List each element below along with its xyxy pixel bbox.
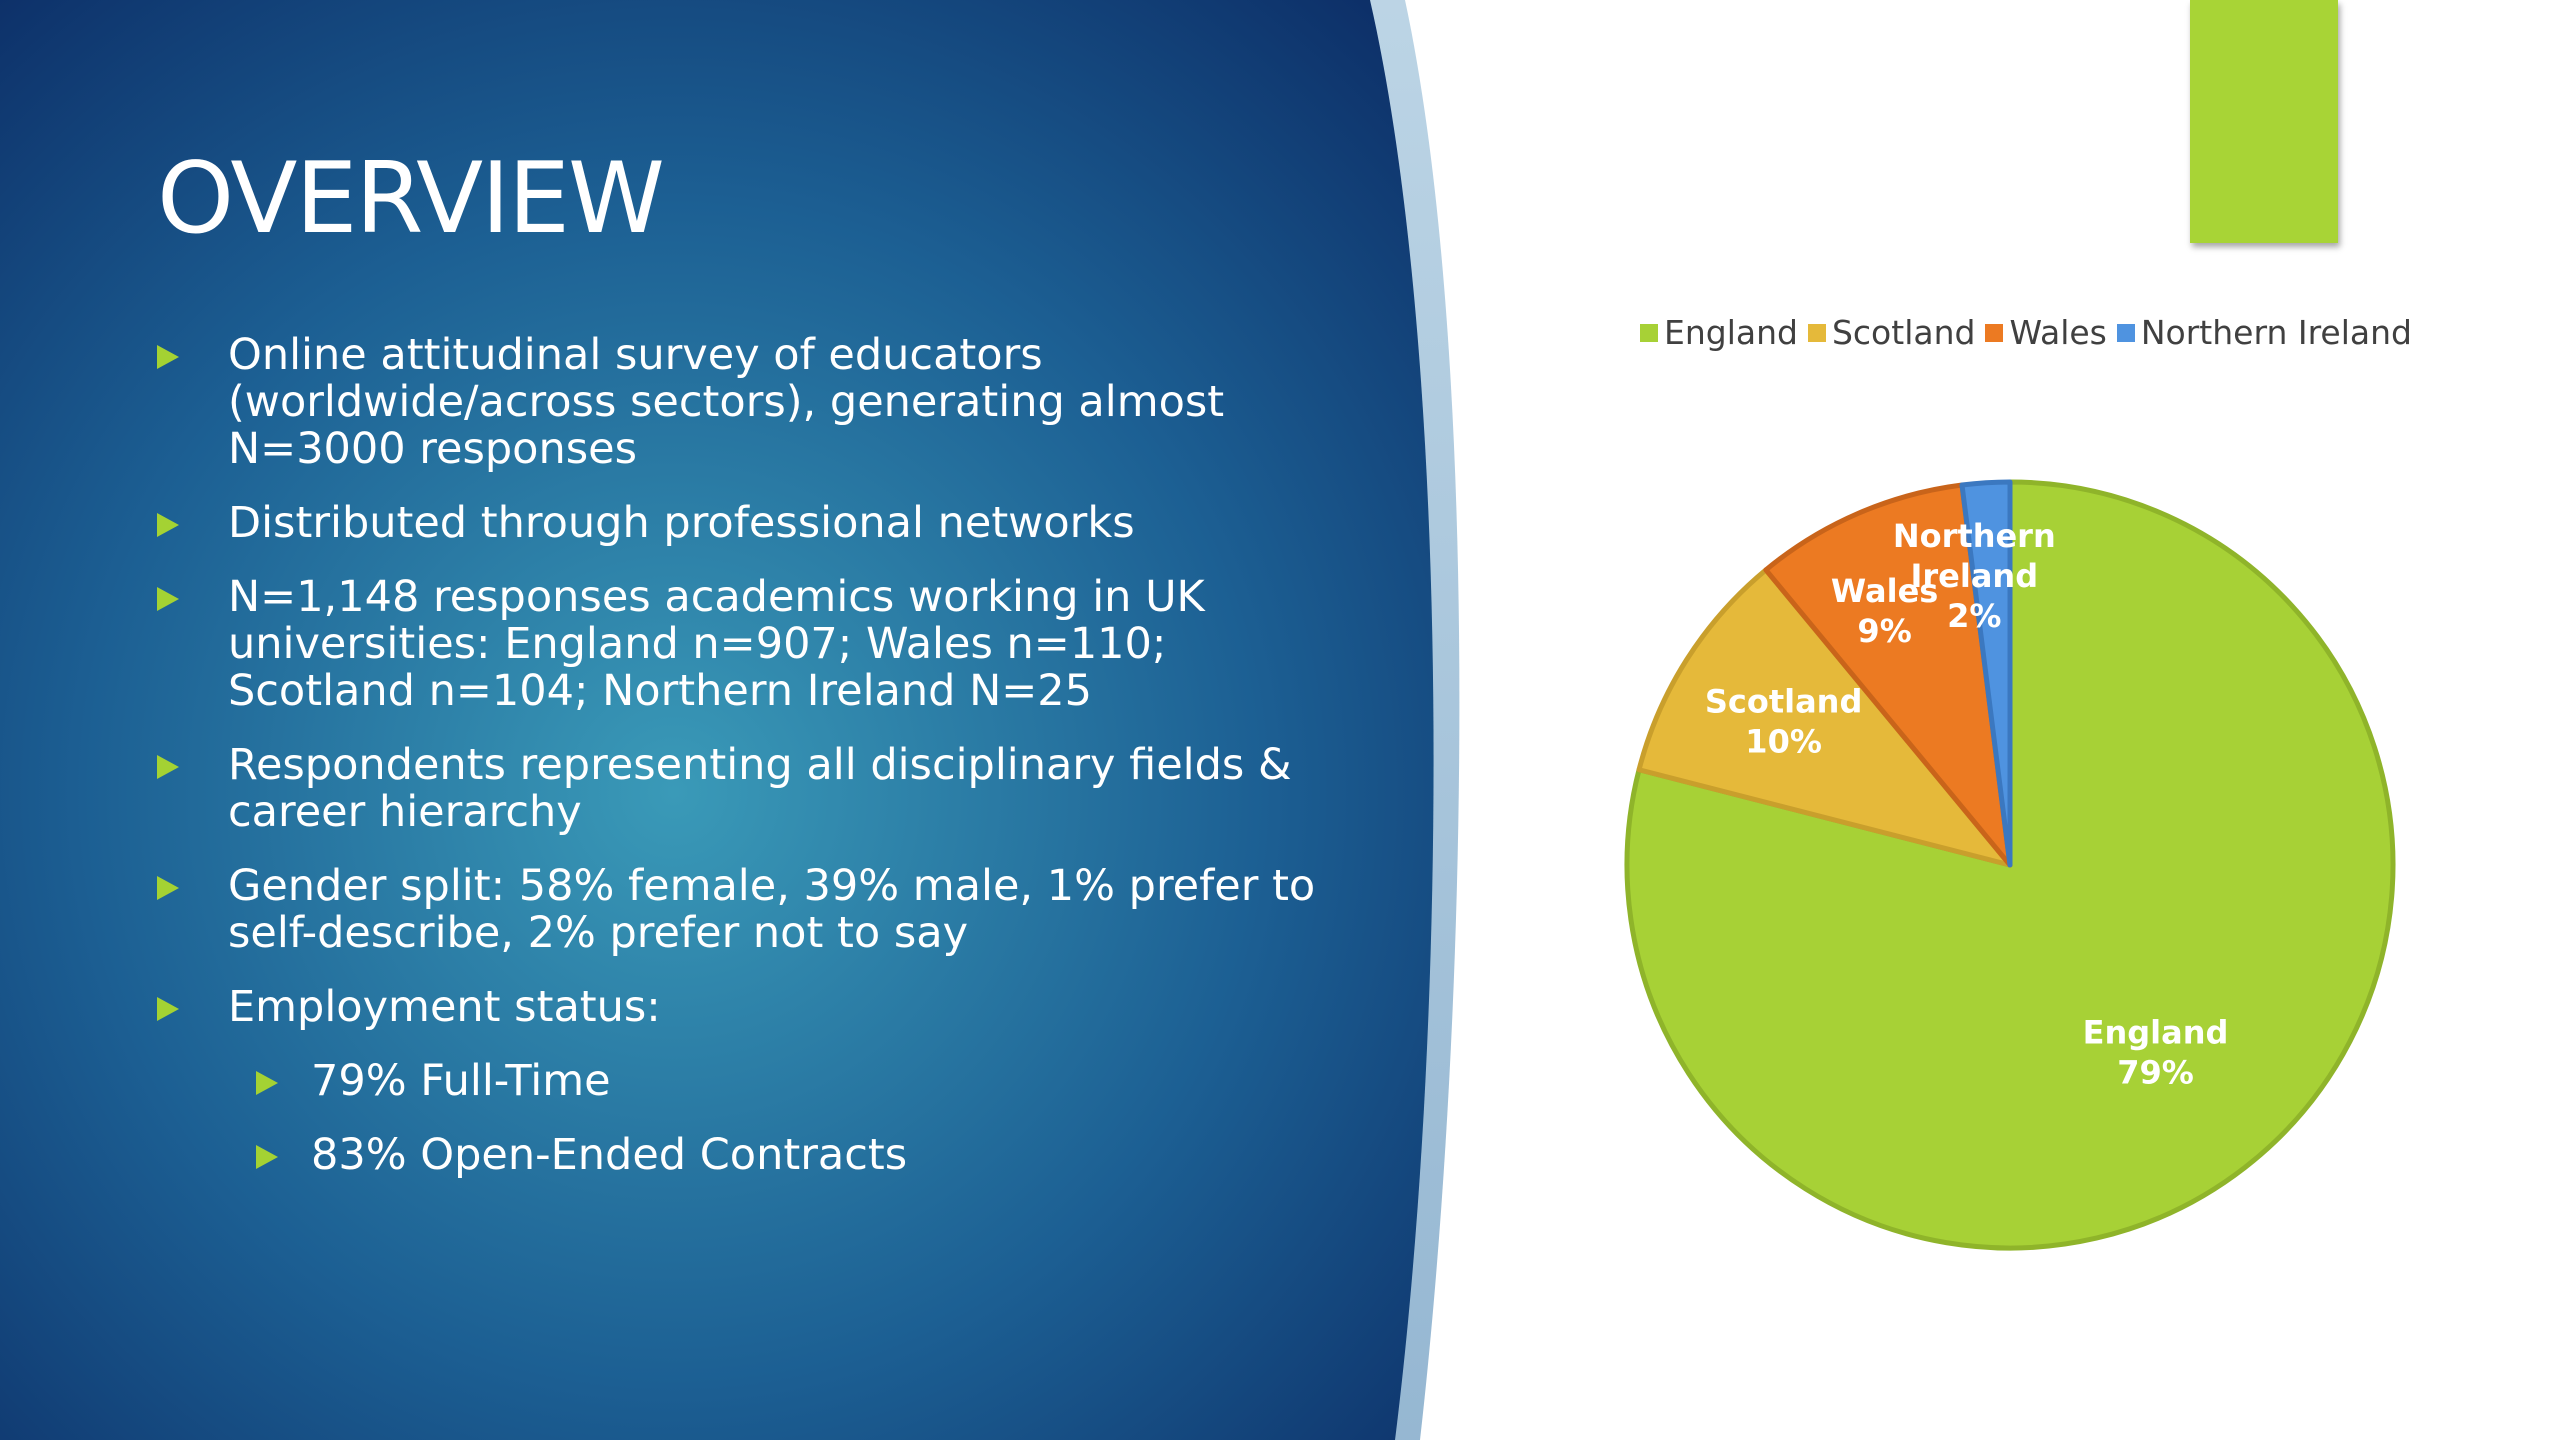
legend-swatch bbox=[1807, 323, 1826, 342]
data-label-name: Wales bbox=[1831, 572, 1938, 610]
data-label-percent: 79% bbox=[2117, 1054, 2194, 1092]
bullet-text: Respondents representing all disciplinar… bbox=[228, 740, 1292, 837]
chart-legend: England Scotland Wales Northern Ireland bbox=[1640, 313, 2412, 352]
triangle-arrow-icon bbox=[157, 587, 179, 611]
slide-title: OVERVIEW bbox=[157, 142, 665, 256]
triangle-arrow-icon bbox=[157, 345, 179, 369]
accent-bar bbox=[2190, 0, 2338, 243]
bullet-item: N=1,148 responses academics working in U… bbox=[157, 574, 1337, 715]
legend-item: Wales bbox=[1985, 313, 2107, 352]
legend-label: Scotland bbox=[1831, 313, 1976, 352]
bullet-text: Online attitudinal survey of educators (… bbox=[228, 330, 1225, 474]
triangle-arrow-icon bbox=[157, 513, 179, 537]
legend-item: Scotland bbox=[1807, 313, 1976, 352]
data-label-name: England bbox=[2083, 1014, 2229, 1052]
legend-swatch bbox=[1640, 323, 1658, 342]
sub-bullet-item: 79% Full-Time bbox=[157, 1058, 1337, 1105]
pie-slice-northern-ireland bbox=[1959, 479, 2013, 868]
legend-label: Wales bbox=[2009, 313, 2107, 352]
triangle-arrow-icon bbox=[157, 755, 179, 779]
bullet-text: Gender split: 58% female, 39% male, 1% p… bbox=[228, 861, 1316, 958]
bullet-item: Gender split: 58% female, 39% male, 1% p… bbox=[157, 863, 1337, 957]
bullet-item: Employment status: bbox=[157, 984, 1337, 1031]
legend-label: England bbox=[1664, 313, 1798, 352]
data-label-name: Ireland bbox=[1910, 557, 2038, 595]
data-label-percent: 10% bbox=[1745, 722, 1822, 760]
bullet-item: Respondents representing all disciplinar… bbox=[157, 742, 1337, 836]
pie-slice-wales bbox=[1763, 482, 2013, 868]
bullet-text: Employment status: bbox=[228, 982, 661, 1032]
data-label-percent: 2% bbox=[1947, 597, 2001, 635]
bullet-text: N=1,148 responses academics working in U… bbox=[228, 572, 1205, 716]
legend-item: England bbox=[1640, 313, 1798, 352]
bullet-item: Distributed through professional network… bbox=[157, 500, 1337, 547]
triangle-arrow-icon bbox=[256, 1145, 278, 1169]
sub-bullet-item: 83% Open-Ended Contracts bbox=[157, 1132, 1337, 1179]
bullet-item: Online attitudinal survey of educators (… bbox=[157, 332, 1337, 473]
triangle-arrow-icon bbox=[157, 997, 179, 1021]
bullet-text: 79% Full-Time bbox=[311, 1056, 611, 1106]
bullet-list: Online attitudinal survey of educators (… bbox=[157, 332, 1337, 1206]
data-label-percent: 9% bbox=[1857, 612, 1911, 650]
data-label-name: Northern bbox=[1893, 517, 2056, 555]
triangle-arrow-icon bbox=[157, 876, 179, 900]
legend-swatch bbox=[1985, 323, 2004, 342]
pie-chart: England79%Scotland10%Wales9%NorthernIrel… bbox=[1624, 479, 2396, 1251]
pie-slice-scotland bbox=[1636, 567, 2013, 868]
legend-item: Northern Ireland bbox=[2116, 313, 2412, 352]
legend-label: Northern Ireland bbox=[2140, 313, 2412, 352]
bullet-text: Distributed through professional network… bbox=[228, 498, 1135, 548]
triangle-arrow-icon bbox=[256, 1071, 278, 1095]
legend-swatch bbox=[2116, 323, 2135, 342]
bullet-text: 83% Open-Ended Contracts bbox=[311, 1130, 908, 1180]
data-label-name: Scotland bbox=[1705, 682, 1863, 720]
